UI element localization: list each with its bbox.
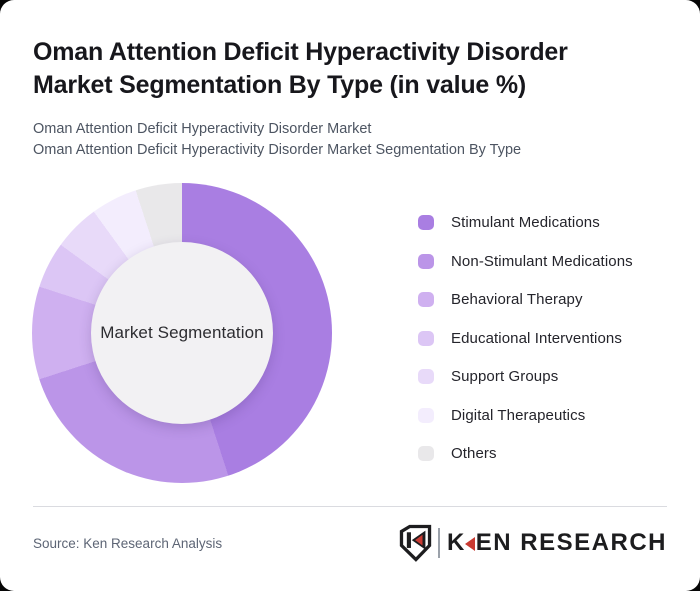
legend-label: Educational Interventions (451, 329, 622, 347)
logo-separator (437, 528, 440, 558)
donut-hole: Market Segmentation (91, 242, 273, 424)
legend-swatch (418, 215, 434, 230)
header: Oman Attention Deficit Hyperactivity Dis… (0, 0, 700, 160)
footer: Source: Ken Research Analysis K EN RESEAR… (33, 524, 667, 562)
ken-research-logo: K EN RESEARCH (399, 524, 667, 562)
page-title: Oman Attention Deficit Hyperactivity Dis… (33, 38, 568, 99)
subtitle-block: Oman Attention Deficit Hyperactivity Dis… (33, 119, 667, 160)
chart-area: Market Segmentation Stimulant Medication… (0, 183, 700, 483)
legend-label: Stimulant Medications (451, 214, 600, 231)
subtitle-line-2: Oman Attention Deficit Hyperactivity Dis… (33, 141, 522, 158)
legend-swatch (418, 330, 434, 346)
source-note: Source: Ken Research Analysis (33, 535, 223, 551)
logo-wordmark: K EN RESEARCH (447, 529, 667, 557)
legend-label: Support Groups (451, 368, 559, 385)
legend-label: Digital Therapeutics (451, 406, 586, 424)
legend-swatch (418, 292, 434, 307)
legend-item: Stimulant Medications (418, 211, 633, 234)
logo-letter-k: K (446, 529, 466, 556)
legend-item: Support Groups (418, 365, 633, 388)
legend-item: Non-Stimulant Medications (418, 250, 633, 273)
footer-divider (33, 506, 667, 507)
subtitle-line-1: Oman Attention Deficit Hyperactivity Dis… (33, 121, 372, 137)
legend-label: Behavioral Therapy (451, 291, 583, 308)
chart-legend: Stimulant Medications Non-Stimulant Medic… (418, 211, 633, 481)
logo-red-arrow-icon (464, 537, 475, 551)
donut-center-label: Market Segmentation (100, 323, 264, 342)
ken-research-shield-icon (399, 524, 432, 562)
legend-label: Non-Stimulant Medications (451, 252, 633, 270)
legend-item: Digital Therapeutics (418, 404, 633, 427)
legend-item: Educational Interventions (418, 327, 633, 350)
legend-swatch (418, 253, 434, 269)
legend-label: Others (451, 445, 497, 462)
legend-swatch (418, 407, 434, 423)
legend-item: Others (418, 442, 633, 465)
legend-item: Behavioral Therapy (418, 288, 633, 311)
legend-swatch (418, 369, 434, 384)
logo-brand-rest: EN RESEARCH (475, 529, 667, 556)
legend-swatch (418, 446, 434, 461)
